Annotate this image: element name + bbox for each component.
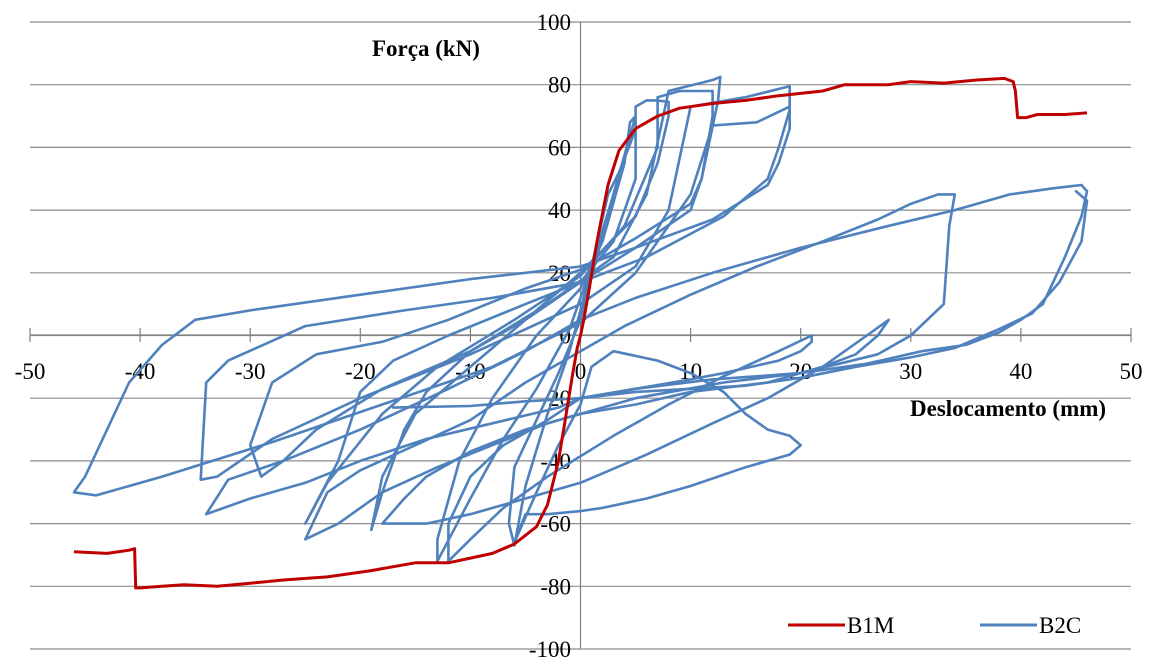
b2c-loop-9 xyxy=(381,318,891,525)
series-b2c-lines xyxy=(72,75,1089,563)
y-tick-label: 100 xyxy=(537,10,572,35)
x-axis-title: Deslocamento (mm) xyxy=(910,396,1106,421)
legend-label-b1m: B1M xyxy=(847,613,894,638)
y-axis-title: Força (kN) xyxy=(372,36,480,61)
b2c-loop-10 xyxy=(304,193,957,541)
b2c-loop-12 xyxy=(392,190,1089,409)
y-tick-label: -100 xyxy=(529,637,571,661)
y-tick-label: 60 xyxy=(548,135,571,160)
legend: B1M B2C xyxy=(788,613,1081,638)
x-tick-label: -50 xyxy=(15,359,46,384)
x-tick-label: -20 xyxy=(345,359,376,384)
b2c-loop-4 xyxy=(248,75,722,478)
b2c-loop-11 xyxy=(204,183,1089,516)
legend-label-b2c: B2C xyxy=(1039,613,1081,638)
x-tick-label: 0 xyxy=(575,359,587,384)
x-tick-label: 40 xyxy=(1009,359,1032,384)
b2c-loop-6 xyxy=(72,105,791,497)
x-axis-ticks: -50 -40 -30 -20 -10 0 10 20 30 40 50 xyxy=(15,328,1143,384)
x-tick-label: 30 xyxy=(899,359,922,384)
y-tick-label: 40 xyxy=(548,198,571,223)
y-tick-label: 80 xyxy=(548,73,571,98)
b2c-loop-5 xyxy=(199,85,791,481)
y-tick-label: -80 xyxy=(540,574,571,599)
b1m-line xyxy=(73,76,1088,590)
y-tick-label: -60 xyxy=(540,512,571,537)
b2c-loop-8 xyxy=(447,334,813,563)
x-tick-label: 50 xyxy=(1120,359,1143,384)
x-tick-label: -30 xyxy=(235,359,266,384)
b2c-loop-7 xyxy=(513,349,802,544)
series-b1m-lines xyxy=(73,76,1088,590)
